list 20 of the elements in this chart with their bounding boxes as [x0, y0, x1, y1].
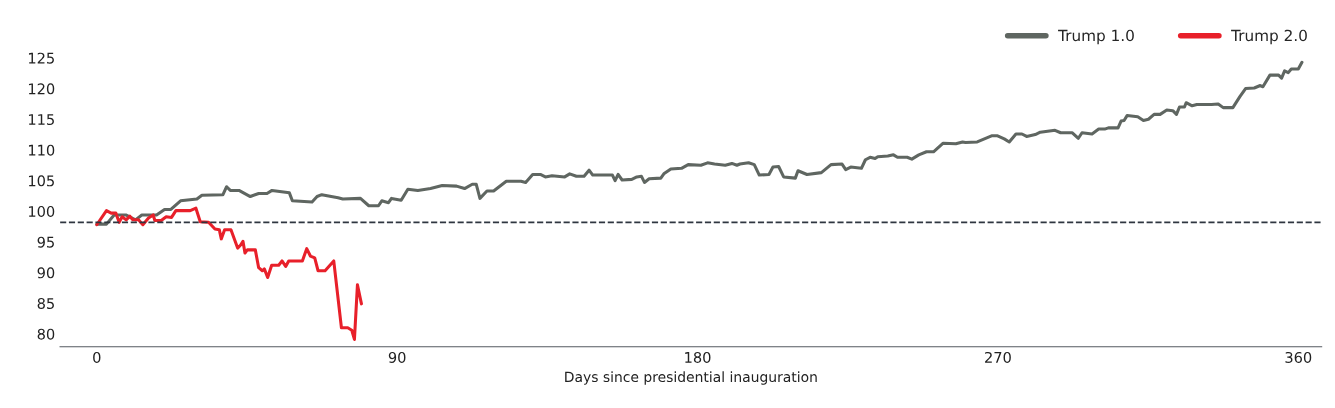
y-tick-label: 110 — [28, 144, 55, 156]
y-tick-label: 125 — [28, 52, 54, 64]
y-tick-label: 90 — [37, 267, 55, 279]
y-tick-label: 85 — [37, 297, 54, 309]
y-tick-label: 95 — [37, 236, 54, 248]
x-tick-label: 90 — [388, 351, 406, 363]
x-tick-label: 360 — [1285, 351, 1312, 363]
y-tick-label: 120 — [28, 83, 55, 95]
line-series — [95, 60, 1304, 226]
x-tick-label: 0 — [93, 351, 101, 363]
x-tick-label: 270 — [985, 351, 1011, 363]
x-tick-label: 180 — [685, 351, 711, 363]
y-tick-label: 100 — [28, 205, 55, 218]
y-tick-label: 105 — [28, 175, 54, 187]
y-tick-label: 80 — [37, 328, 55, 340]
x-axis-title: Days since presidential inauguration — [565, 371, 817, 385]
y-tick-label: 115 — [28, 114, 54, 126]
legend-label: Trump 1.0 — [1058, 29, 1134, 45]
legend-label: Trump 2.0 — [1231, 29, 1307, 45]
line-series — [95, 206, 363, 341]
